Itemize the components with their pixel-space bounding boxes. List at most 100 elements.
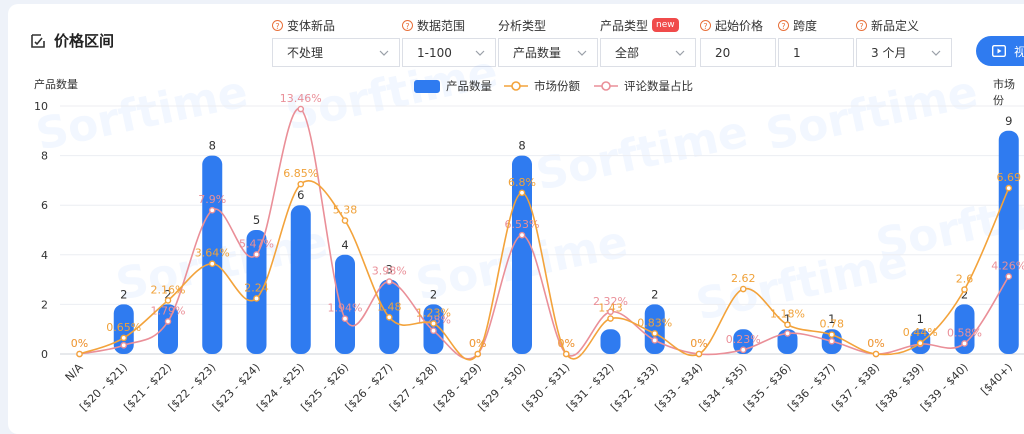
review-share-point xyxy=(297,105,305,113)
filter-input[interactable]: 1 xyxy=(778,38,854,67)
bar-value-label: 1 xyxy=(784,312,791,326)
market-share-label: 3.64% xyxy=(195,247,230,260)
market-share-label: 1.43 xyxy=(598,302,623,315)
review-share-point xyxy=(341,315,349,322)
filter-value: 1 xyxy=(793,45,801,60)
legend-marker xyxy=(511,81,521,91)
market-share-point xyxy=(474,350,482,358)
review-share-label: 3.98% xyxy=(372,265,407,278)
filter-select[interactable]: 不处理 xyxy=(272,38,400,67)
market-share-label: 0% xyxy=(867,337,884,350)
filter-select[interactable]: 产品数量 xyxy=(498,38,598,67)
market-share-point xyxy=(164,297,172,304)
filter-select[interactable]: 全部 xyxy=(600,38,696,67)
market-share-point xyxy=(76,350,83,358)
video-button[interactable]: 视 xyxy=(976,36,1024,66)
review-share-point xyxy=(828,337,836,345)
help-icon[interactable]: ? xyxy=(856,19,867,31)
filter-value: 产品数量 xyxy=(513,46,562,60)
market-share-point xyxy=(872,350,880,358)
bar-value-label: 3 xyxy=(386,263,393,277)
market-share-point xyxy=(253,295,260,302)
market-share-point xyxy=(651,330,659,337)
help-icon[interactable]: ? xyxy=(272,19,283,31)
review-share-label: 4.26% xyxy=(991,259,1024,272)
market-share-point xyxy=(297,180,305,188)
market-share-label: 6.69 xyxy=(997,171,1022,184)
help-icon[interactable]: ? xyxy=(778,19,789,31)
y-tick-label: 6 xyxy=(41,199,48,212)
bar-value-label: 1 xyxy=(917,312,924,326)
bar-value-label: 2 xyxy=(430,287,437,301)
review-share-label: 0% xyxy=(690,337,707,350)
review-share-point xyxy=(961,340,968,347)
chevron-down-icon xyxy=(379,50,389,56)
filter-label: ? 新品定义 xyxy=(856,16,952,34)
y-tick-label: 4 xyxy=(41,249,48,262)
market-share-label: 2.16% xyxy=(151,283,186,296)
filter-label: 分析类型 xyxy=(498,16,598,34)
legend-bar-swatch xyxy=(414,80,440,93)
y-tick-label: 10 xyxy=(34,100,48,113)
filter-start: ? 起始价格 20 xyxy=(700,16,776,67)
bar-value-label: 9 xyxy=(1005,114,1012,128)
watermark-text: Sorftime xyxy=(762,66,982,160)
review-share-label: 13.46% xyxy=(280,92,322,105)
market-share-point xyxy=(961,286,968,293)
bar xyxy=(644,304,665,354)
y2-axis-title: 市场份 xyxy=(993,78,1015,107)
help-icon[interactable]: ? xyxy=(700,19,711,31)
bar-value-label: 2 xyxy=(120,287,127,301)
chevron-down-icon xyxy=(931,50,941,56)
play-icon xyxy=(992,45,1006,57)
filter-ptype: 产品类型 new 全部 xyxy=(600,16,696,67)
filter-analysis: 分析类型产品数量 xyxy=(498,16,598,67)
market-share-label: 0% xyxy=(71,337,88,350)
chart-legend: 产品数量 市场份额 评论数量占比 xyxy=(414,79,693,93)
bar xyxy=(600,329,621,354)
x-tick-label: [$40+) xyxy=(978,361,1015,398)
filter-label: ? 起始价格 xyxy=(700,16,776,34)
y-tick-label: 2 xyxy=(41,298,48,311)
watermark-text: Sorftime xyxy=(532,106,752,200)
filter-value: 1-100 xyxy=(417,45,452,60)
review-share-label: 2.32% xyxy=(593,295,628,308)
review-share-point xyxy=(651,337,659,344)
market-share-point xyxy=(695,350,703,358)
bar-value-label: 8 xyxy=(209,139,216,153)
market-share-label: 0% xyxy=(469,337,486,350)
filter-step: ? 跨度 1 xyxy=(778,16,854,67)
review-share-label: 6.53% xyxy=(505,218,540,231)
market-share-label: 0.83% xyxy=(637,316,672,329)
bar xyxy=(202,155,223,354)
help-icon[interactable]: ? xyxy=(402,19,413,31)
filter-label-text: 数据范围 xyxy=(417,18,466,33)
bar-value-label: 2 xyxy=(164,287,171,301)
review-share-label: 0% xyxy=(71,337,88,350)
filter-input[interactable]: 20 xyxy=(700,38,776,67)
bar-value-label: 2 xyxy=(651,287,658,301)
new-badge: new xyxy=(652,18,679,32)
review-share-label: 0.58% xyxy=(947,326,982,339)
review-share-point xyxy=(518,231,526,239)
review-share-label: 7.9% xyxy=(198,193,226,206)
panel-header: 价格区间 xyxy=(30,30,114,51)
chevron-down-icon xyxy=(675,50,685,56)
filter-select[interactable]: 3 个月 xyxy=(856,38,952,67)
filter-select[interactable]: 1-100 xyxy=(402,38,496,67)
review-share-point xyxy=(430,327,437,335)
market-share-label: 5.38 xyxy=(333,204,358,217)
market-share-point xyxy=(562,350,570,358)
bar xyxy=(158,304,178,354)
filter-value: 全部 xyxy=(615,46,640,60)
bar-value-label: 1 xyxy=(828,312,835,326)
bar xyxy=(113,304,134,354)
filter-label-text: 起始价格 xyxy=(715,18,764,33)
x-tick-label: [$39 - $40) xyxy=(918,361,971,414)
review-share-label: 5.47% xyxy=(239,237,274,250)
filter-value: 20 xyxy=(715,45,731,60)
filter-label: ? 数据范围 xyxy=(402,16,496,34)
legend-marker xyxy=(601,81,611,91)
review-share-point xyxy=(164,318,172,325)
